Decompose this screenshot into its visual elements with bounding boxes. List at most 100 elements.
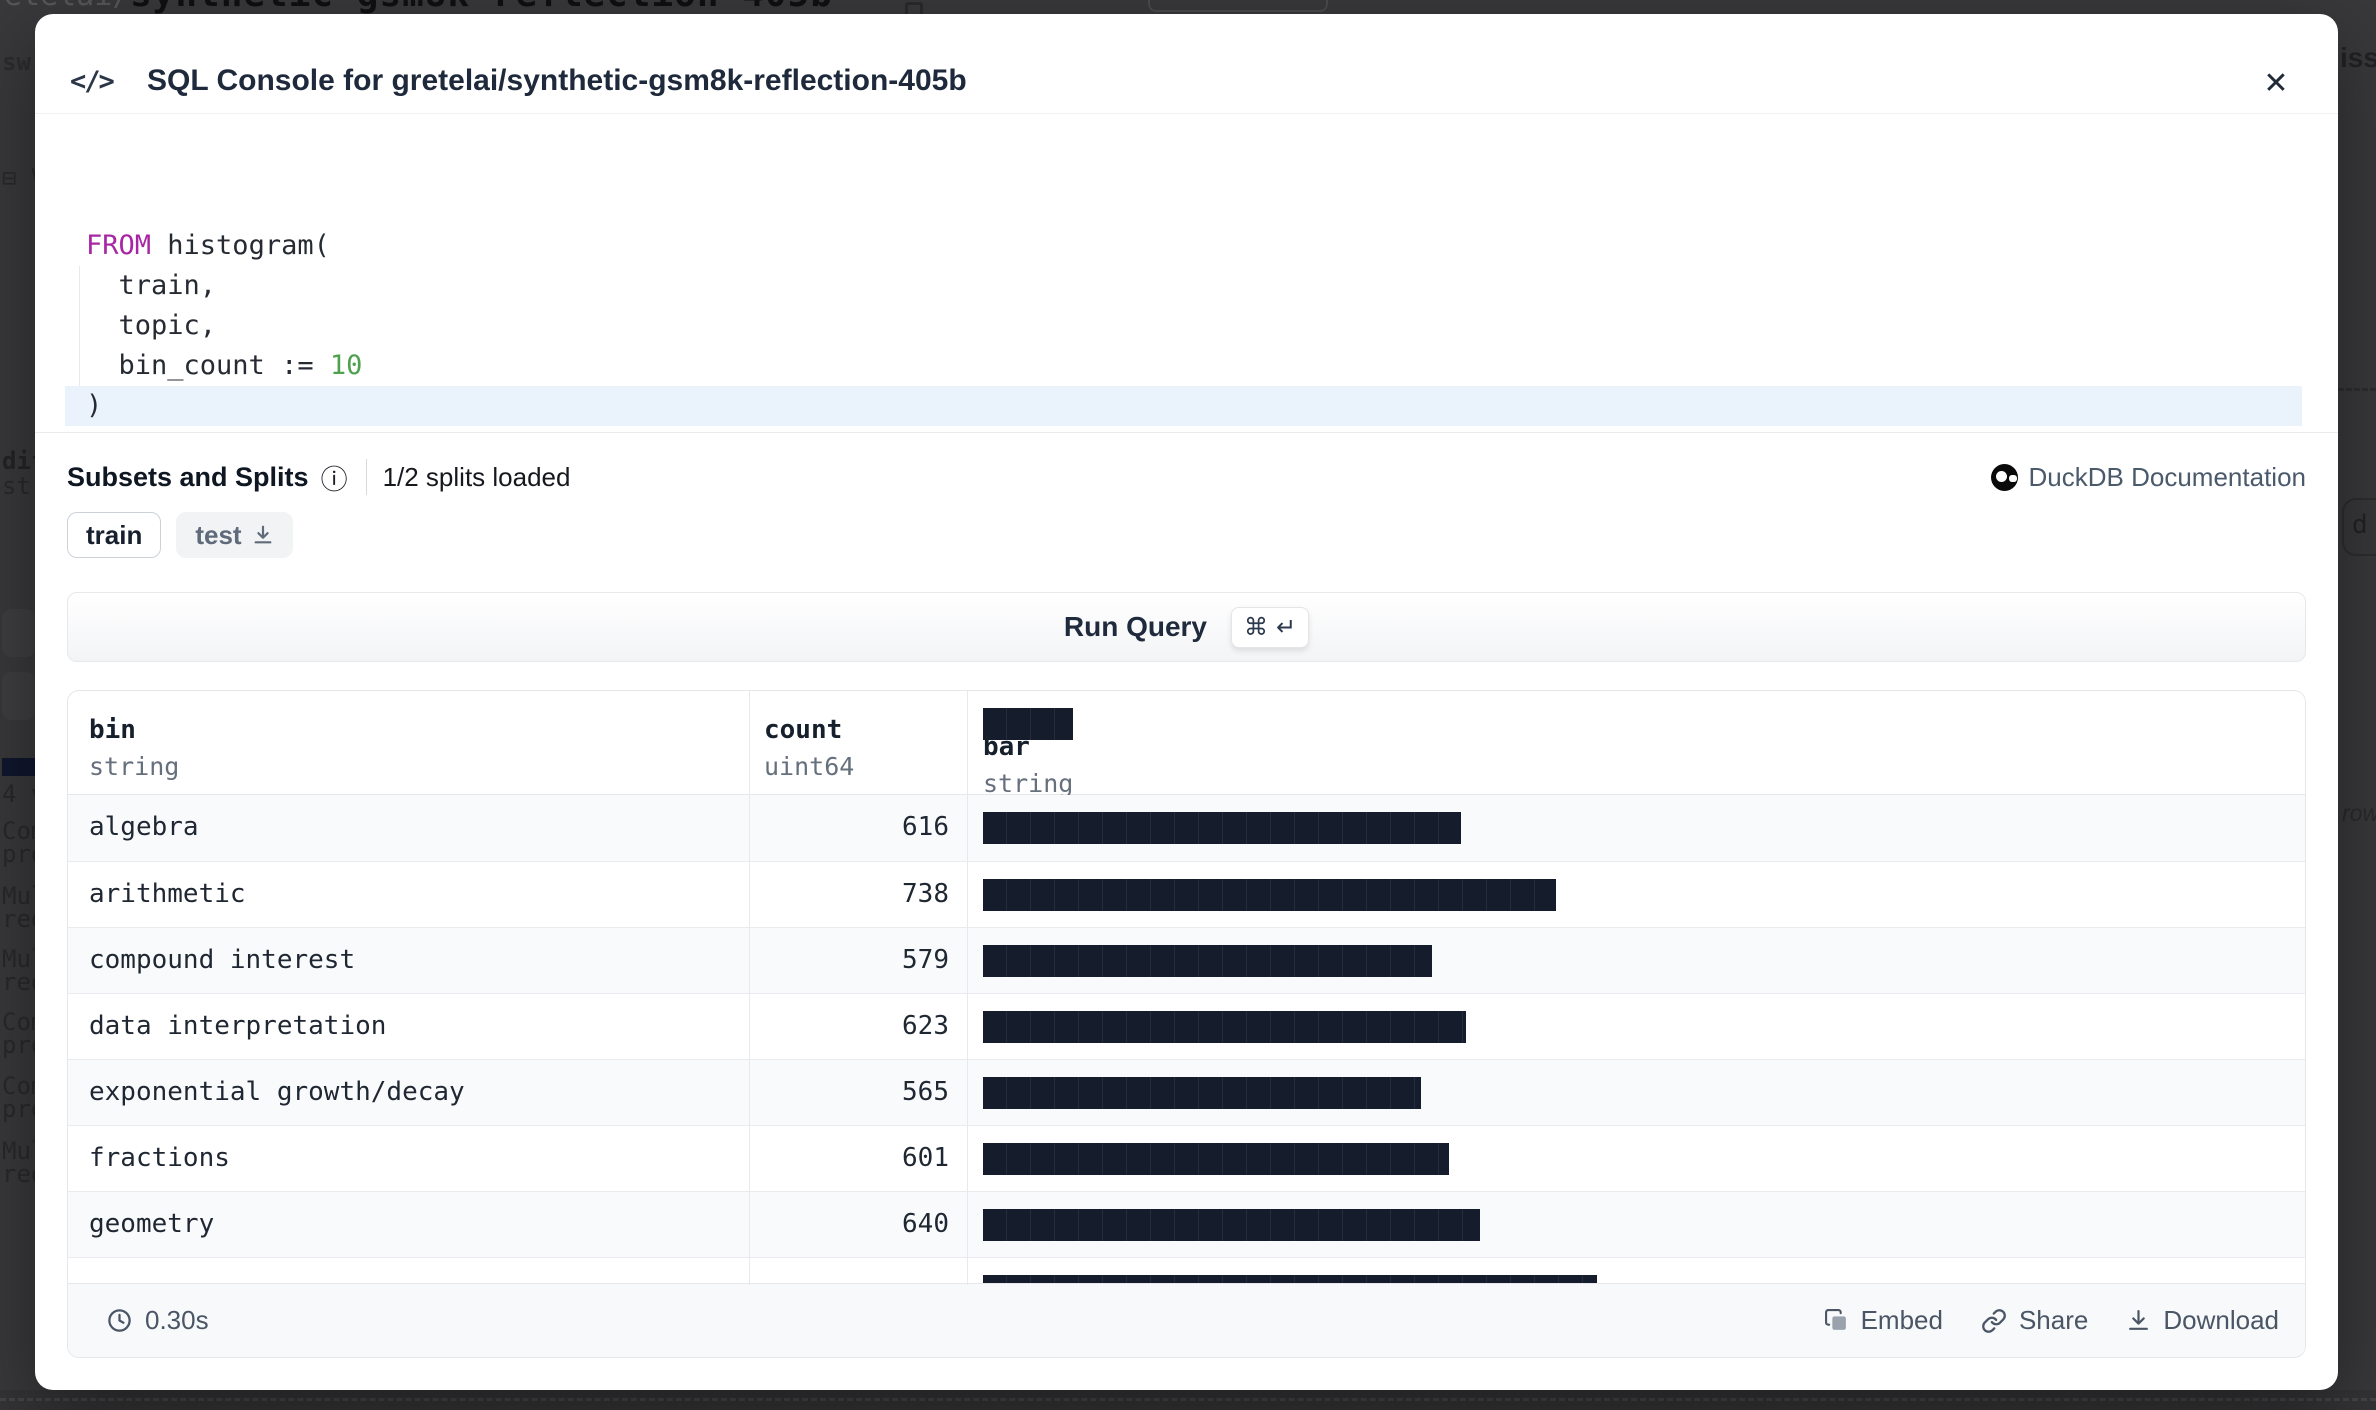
info-icon[interactable]: ⓘ — [320, 464, 348, 495]
count-cell: 601 — [902, 1143, 949, 1173]
count-cell: 616 — [902, 812, 949, 842]
sql-keyword: FROM — [86, 230, 152, 261]
column-name: bin — [89, 715, 136, 745]
bin-cell: geometry — [89, 1209, 215, 1239]
bin-cell: arithmetic — [89, 879, 246, 909]
background-right-strip: issa d row — [2338, 0, 2376, 1410]
results-footer: 0.30s Embed Share Download — [68, 1283, 2305, 1357]
column-name: bar — [983, 732, 1030, 762]
sql-text: histogram( — [151, 230, 330, 261]
background-card-fragment — [2, 672, 35, 720]
histogram-bar — [983, 1077, 1421, 1109]
count-cell: 738 — [902, 879, 949, 909]
count-cell: 640 — [902, 1209, 949, 1239]
table-scroll-area[interactable]: algebra 616 arithmetic 738 compound inte… — [68, 795, 2305, 1285]
column-divider — [749, 691, 750, 1285]
query-time-label: 0.30s — [145, 1305, 209, 1335]
download-button[interactable]: Download — [2126, 1305, 2279, 1336]
bin-cell: fractions — [89, 1143, 230, 1173]
close-icon: ✕ — [2263, 67, 2289, 100]
table-header: bin string count uint64 bar string — [68, 691, 2305, 798]
embed-icon — [1824, 1309, 1846, 1330]
histogram-bar — [983, 1275, 1597, 1285]
background-bottom-strip — [0, 1390, 2376, 1410]
bar-cell — [967, 1060, 2305, 1126]
column-type: string — [983, 769, 1074, 798]
embed-label: Embed — [1860, 1305, 1943, 1335]
share-label: Share — [2018, 1305, 2089, 1335]
background-fragment: 4 v — [2, 780, 35, 808]
close-button[interactable]: ✕ — [2254, 62, 2298, 106]
code-line: topic, — [86, 310, 217, 341]
background-fragment: row — [2342, 800, 2376, 826]
histogram-bar — [983, 1143, 1449, 1175]
bar-cell — [967, 795, 2305, 861]
table-row: fractions 601 — [68, 1125, 2305, 1191]
keyboard-shortcut-badge: ⌘ ↵ — [1231, 606, 1310, 648]
count-cell: 579 — [902, 945, 949, 975]
results-card: bin string count uint64 bar string algeb… — [67, 690, 2306, 1358]
section-title: Subsets and Splits — [67, 461, 309, 492]
duckdb-logo-icon — [1990, 463, 2018, 491]
run-query-button[interactable]: Run Query ⌘ ↵ — [67, 592, 2306, 662]
table-row: geometry 640 — [68, 1191, 2305, 1257]
bar-cell — [967, 928, 2305, 994]
bin-cell: compound interest — [89, 945, 356, 975]
sql-editor[interactable]: FROM histogram( train, topic, bin_count … — [35, 114, 2338, 433]
splits-loaded-status: 1/2 splits loaded — [382, 461, 571, 492]
histogram-bar — [983, 879, 1556, 911]
footer-actions: Embed Share Download — [1824, 1305, 2279, 1336]
column-header-bin: bin string — [89, 691, 179, 794]
table-row: exponential growth/decay 565 — [68, 1059, 2305, 1125]
split-tab-train[interactable]: train — [67, 512, 162, 558]
column-type: uint64 — [764, 752, 855, 781]
background-fragment: d — [2352, 510, 2368, 540]
code-line: train, — [86, 270, 217, 301]
background-dashed-line — [2338, 388, 2376, 391]
background-fragment: str — [2, 472, 35, 500]
background-fragment: req — [2, 968, 35, 996]
vertical-divider — [365, 459, 367, 495]
copy-icon — [905, 2, 923, 14]
duckdb-documentation-link[interactable]: DuckDB Documentation — [1990, 454, 2306, 500]
count-cell: 623 — [902, 1011, 949, 1041]
bin-cell: algebra — [89, 812, 199, 842]
table-row: algebra 616 — [68, 795, 2305, 861]
embed-button[interactable]: Embed — [1824, 1305, 1943, 1336]
background-fragment: issa — [2340, 42, 2376, 73]
column-divider — [967, 691, 968, 1285]
split-tab-test[interactable]: test — [176, 512, 293, 558]
cmd-icon: ⌘ — [1244, 613, 1269, 641]
column-name: count — [764, 715, 843, 745]
code-line: ) — [86, 390, 103, 421]
background-fragment: Mul — [2, 945, 35, 973]
bin-cell: exponential growth/decay — [89, 1077, 465, 1107]
column-type: string — [89, 752, 180, 781]
subsets-splits-row: Subsets and Splits ⓘ 1/2 splits loaded D… — [67, 454, 2306, 500]
background-fragment: Com — [2, 817, 35, 845]
sql-number: 10 — [329, 350, 363, 381]
background-dashed-line — [0, 1398, 2376, 1401]
enter-icon: ↵ — [1276, 613, 1297, 641]
background-fragment: pro — [2, 840, 35, 868]
count-cell — [749, 1258, 967, 1285]
bar-cell — [967, 1192, 2305, 1258]
table-row-partial — [68, 1257, 2305, 1285]
background-button-fragment — [2342, 498, 2376, 556]
table-row: compound interest 579 — [68, 927, 2305, 993]
bar-cell — [967, 862, 2305, 928]
modal-header: </> SQL Console for gretelai/synthetic-g… — [35, 14, 2338, 114]
background-fragment: sw — [2, 48, 31, 76]
background-breadcrumb: etelai/ — [4, 0, 130, 13]
background-selected-row-fragment — [2, 758, 35, 776]
split-chips: train test — [67, 512, 293, 558]
share-button[interactable]: Share — [1981, 1305, 2088, 1336]
download-icon — [254, 525, 272, 544]
modal-title: SQL Console for gretelai/synthetic-gsm8k… — [147, 64, 967, 97]
background-fragment: Mul — [2, 882, 35, 910]
table-row: arithmetic 738 — [68, 861, 2305, 927]
histogram-bar — [983, 1209, 1480, 1241]
background-fragment: Mul — [2, 1137, 35, 1165]
train-label: train — [86, 519, 143, 550]
background-fragment: req — [2, 905, 35, 933]
